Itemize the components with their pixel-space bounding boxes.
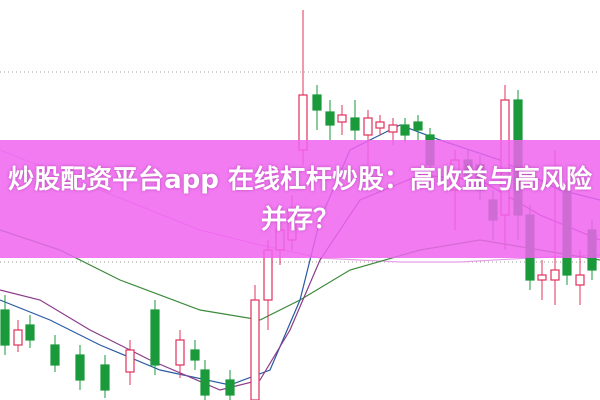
down-candle [150,309,160,366]
down-candle [400,124,410,136]
down-candle [75,354,85,381]
up-candle [550,269,560,281]
down-candle [312,94,322,111]
up-candle [13,329,23,346]
down-candle [0,309,10,346]
down-candle [325,111,335,126]
down-candle [190,349,200,361]
up-candle [388,124,398,133]
down-candle [100,364,110,391]
down-candle [350,117,360,131]
up-candle [250,299,260,400]
down-candle [225,379,235,396]
down-candle [413,121,423,131]
down-candle [50,344,60,366]
down-candle [25,324,35,341]
title-banner [0,140,600,258]
down-candle [200,369,210,396]
up-candle [175,339,185,366]
article-title: 炒股配资平台app 在线杠杆炒股：高收益与高风险并存？ [8,165,592,235]
up-candle [363,117,373,136]
up-candle [337,114,347,123]
up-candle [375,121,385,129]
up-candle [125,349,135,373]
up-candle [537,274,547,281]
up-candle [575,274,585,286]
